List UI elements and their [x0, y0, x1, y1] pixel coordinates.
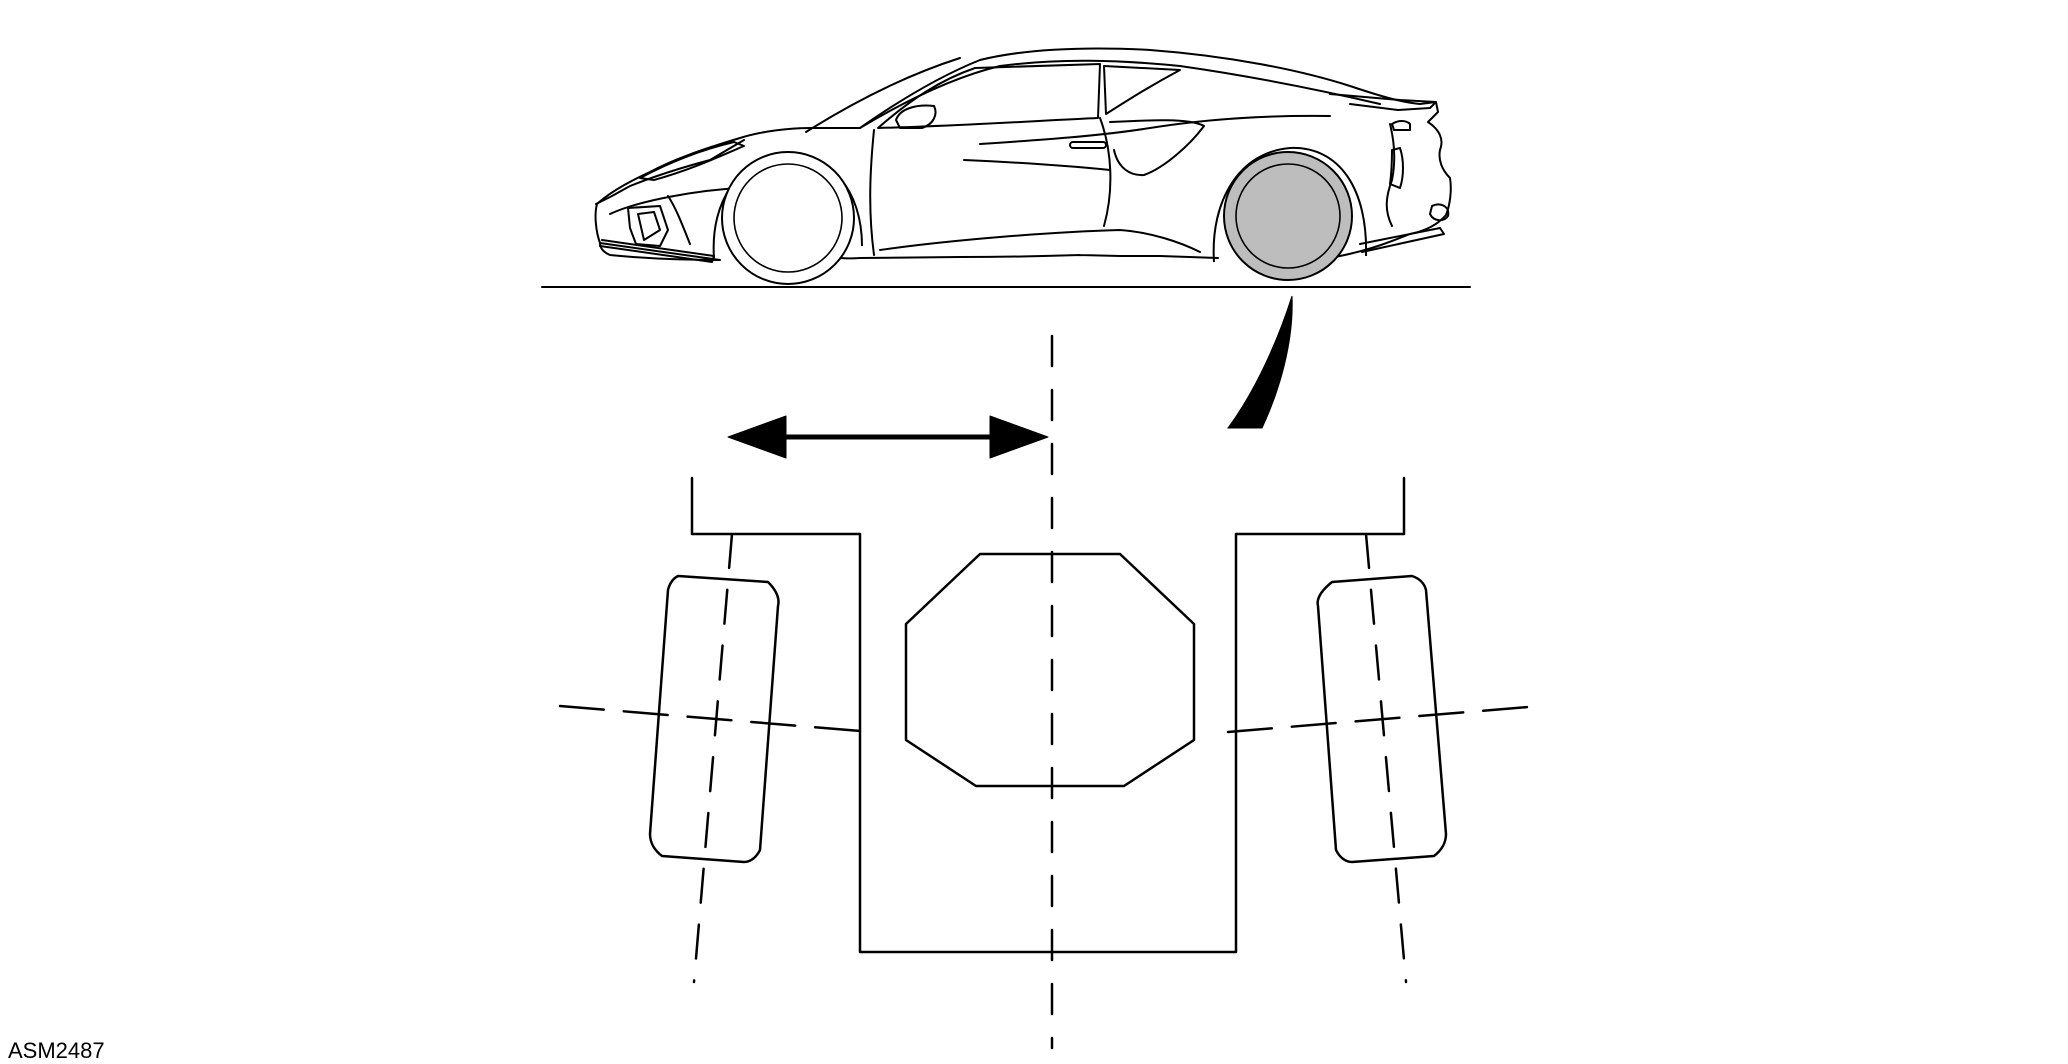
rear-spoiler [1329, 93, 1437, 111]
tail-light [1391, 120, 1411, 131]
windshield [805, 57, 961, 133]
side-mirror [895, 104, 937, 129]
front-vent-edge [667, 195, 691, 245]
left-wheel-axis-line [558, 704, 874, 734]
axle-carrier-frame [690, 476, 1406, 954]
front-intake [627, 205, 669, 247]
rear-wheel-arch [1212, 146, 1368, 263]
callout-wedge-icon [1227, 295, 1293, 429]
left-wheel-top-view [558, 532, 874, 984]
roof-line [859, 59, 1381, 129]
front-splitter [599, 239, 715, 263]
front-wheel [712, 151, 863, 285]
rear-wheel-highlighted [1212, 146, 1368, 281]
rear-diffuser [1359, 227, 1445, 253]
double-headed-arrow-icon [727, 415, 1049, 459]
front-fascia [595, 139, 745, 205]
body-crease-lower [963, 159, 1111, 171]
door-handle [1069, 141, 1107, 149]
right-wheel-outline [1316, 574, 1448, 864]
right-wheel-plane-line [1364, 532, 1408, 984]
body-crease-upper [979, 114, 1331, 145]
differential-octagon [904, 552, 1196, 788]
sill-line [879, 229, 1201, 253]
door-line [869, 129, 875, 256]
front-bumper-line [609, 187, 741, 215]
left-wheel-outline [648, 574, 780, 864]
rear-quarter-window [1103, 65, 1181, 115]
right-wheel-axis-line [1226, 704, 1542, 734]
exhaust [1429, 203, 1450, 222]
top-view-schematic [558, 334, 1542, 1050]
right-wheel-top-view [1226, 532, 1542, 984]
headlight [639, 141, 745, 181]
rear-fascia [1385, 123, 1396, 227]
rear-intake [1389, 147, 1404, 189]
side-intake [1109, 119, 1205, 177]
front-intake-inner [637, 211, 661, 241]
left-wheel-plane-line [692, 532, 734, 984]
side-window [877, 63, 1101, 129]
figure-id-label: ASM2487 [8, 1038, 105, 1063]
